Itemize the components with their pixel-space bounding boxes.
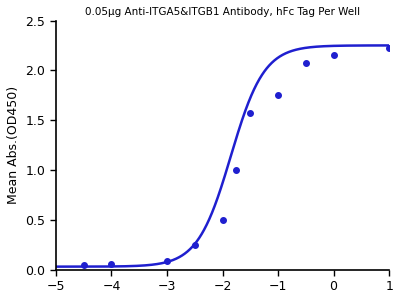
Title: 0.05μg Anti-ITGA5&ITGB1 Antibody, hFc Tag Per Well: 0.05μg Anti-ITGA5&ITGB1 Antibody, hFc Ta… xyxy=(85,7,360,17)
Y-axis label: Mean Abs.(OD450): Mean Abs.(OD450) xyxy=(7,86,20,204)
